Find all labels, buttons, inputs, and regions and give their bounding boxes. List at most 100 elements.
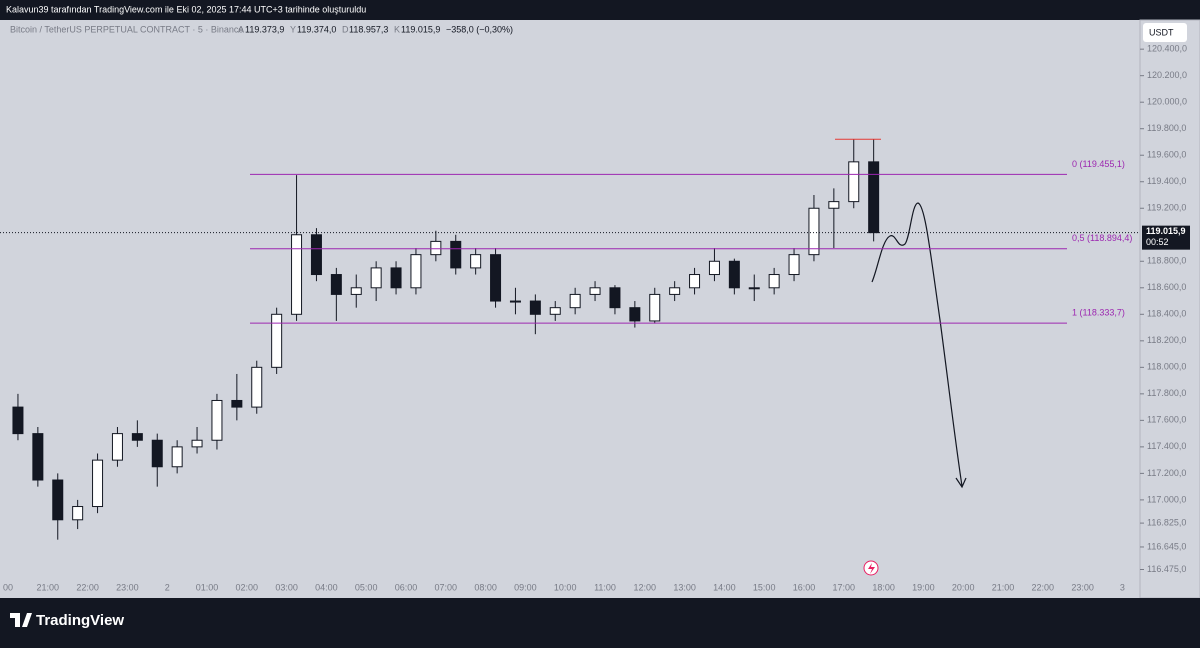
price-axis (1139, 19, 1200, 599)
candle-body (728, 260, 740, 289)
ohlc-key: Y (290, 24, 296, 34)
y-tick-label: 120.400,0 (1147, 44, 1187, 54)
ohlc-value: 118.957,3 (349, 24, 388, 34)
y-tick-label: 117.800,0 (1147, 388, 1186, 398)
last-price-box (1142, 225, 1190, 250)
x-tick-label: 2 (165, 582, 170, 592)
y-tick-label: 116.475,0 (1147, 564, 1186, 574)
ohlc-key: D (342, 24, 349, 34)
candle-body (689, 274, 701, 289)
candle-body (111, 433, 123, 461)
candle-body (430, 240, 442, 256)
x-tick-label: 01:00 (196, 582, 219, 592)
y-tick-label: 117.000,0 (1147, 494, 1186, 504)
candle-body (868, 161, 880, 234)
hand-drawn-arrow (871, 202, 967, 489)
candle-body (92, 459, 104, 508)
candle-body (569, 293, 581, 309)
x-tick-label: 10:00 (554, 582, 577, 592)
candle-body (450, 240, 462, 269)
y-tick-label: 120.200,0 (1147, 70, 1187, 80)
x-tick-label: 12:00 (634, 582, 657, 592)
x-tick-label: 16:00 (793, 582, 816, 592)
candle-body (271, 313, 283, 368)
candle-body (231, 399, 243, 408)
x-tick-label: 3 (1120, 582, 1125, 592)
header-bar (0, 0, 1200, 20)
candle-body (52, 479, 64, 521)
x-tick-label: 18:00 (872, 582, 895, 592)
candle-body (251, 366, 263, 408)
x-tick-label: 14:00 (713, 582, 736, 592)
candle-body (291, 234, 303, 315)
candle-body (310, 234, 322, 276)
y-tick-label: 119.200,0 (1147, 203, 1186, 213)
candle-body (848, 161, 860, 203)
footer-bar (0, 598, 1200, 643)
y-tick-label: 120.000,0 (1147, 97, 1187, 107)
x-tick-label: 22:00 (1032, 582, 1055, 592)
level-label: 0,5 (118.894,4) (1072, 233, 1132, 243)
candle-body (669, 287, 681, 295)
candle-body (151, 439, 163, 468)
header-text: Kalavun39 tarafından TradingView.com ile… (6, 4, 366, 14)
level-label: 1 (118.333,7) (1072, 307, 1125, 317)
candle-body (32, 433, 44, 481)
candle-body (131, 433, 143, 441)
ohlc-key: A (238, 24, 244, 34)
brand: TradingView (36, 612, 124, 629)
x-tick-label: 20:00 (952, 582, 975, 592)
countdown: 00:52 (1146, 237, 1169, 247)
ohlc-key: K (394, 24, 400, 34)
x-tick-label: 07:00 (435, 582, 458, 592)
candle-body (629, 307, 641, 322)
candle-body (410, 254, 422, 289)
x-tick-label: 09:00 (514, 582, 537, 592)
level-label: 0 (119.455,1) (1072, 159, 1125, 169)
y-tick-label: 116.825,0 (1147, 517, 1186, 527)
x-tick-label: 21:00 (37, 582, 60, 592)
ohlc-value: 119.374,0 (297, 24, 336, 34)
logo-icon (10, 613, 32, 627)
plot-area (0, 20, 1140, 598)
x-tick-label: 22:00 (76, 582, 99, 592)
candle-body (350, 287, 362, 295)
candle-body (390, 267, 402, 289)
currency-box[interactable] (1143, 23, 1187, 42)
candle-body (589, 287, 601, 295)
y-tick-label: 117.600,0 (1147, 415, 1186, 425)
x-tick-label: 00 (3, 582, 13, 592)
candle-body (490, 254, 502, 302)
y-tick-label: 119.800,0 (1147, 123, 1186, 133)
candle-body (808, 207, 820, 256)
x-tick-label: 23:00 (116, 582, 139, 592)
candle-body (768, 274, 780, 289)
y-tick-label: 118.800,0 (1147, 256, 1186, 266)
candle-body (509, 300, 521, 303)
y-tick-label: 117.400,0 (1147, 441, 1186, 451)
y-tick-label: 116.645,0 (1147, 541, 1186, 551)
candle-body (788, 254, 800, 276)
last-price-label: 119.015,9 (1146, 226, 1186, 236)
x-tick-label: 19:00 (912, 582, 935, 592)
x-tick-label: 17:00 (833, 582, 856, 592)
candle-body (211, 399, 223, 441)
ohlc-value: 119.373,9 (245, 24, 284, 34)
y-tick-label: 118.200,0 (1147, 335, 1186, 345)
candle-body (171, 446, 183, 468)
y-tick-label: 118.600,0 (1147, 282, 1186, 292)
y-tick-label: 119.600,0 (1147, 150, 1186, 160)
x-tick-label: 05:00 (355, 582, 378, 592)
x-tick-label: 11:00 (594, 582, 616, 592)
candle-body (748, 287, 760, 290)
y-tick-label: 117.200,0 (1147, 468, 1186, 478)
currency: USDT (1149, 27, 1174, 37)
x-tick-label: 13:00 (673, 582, 696, 592)
y-tick-label: 119.400,0 (1147, 176, 1186, 186)
y-tick-label: 118.400,0 (1147, 309, 1186, 319)
ohlc-value: 119.015,9 (401, 24, 440, 34)
x-tick-label: 03:00 (275, 582, 298, 592)
event-bolt (868, 563, 875, 574)
candle-body (529, 300, 541, 315)
